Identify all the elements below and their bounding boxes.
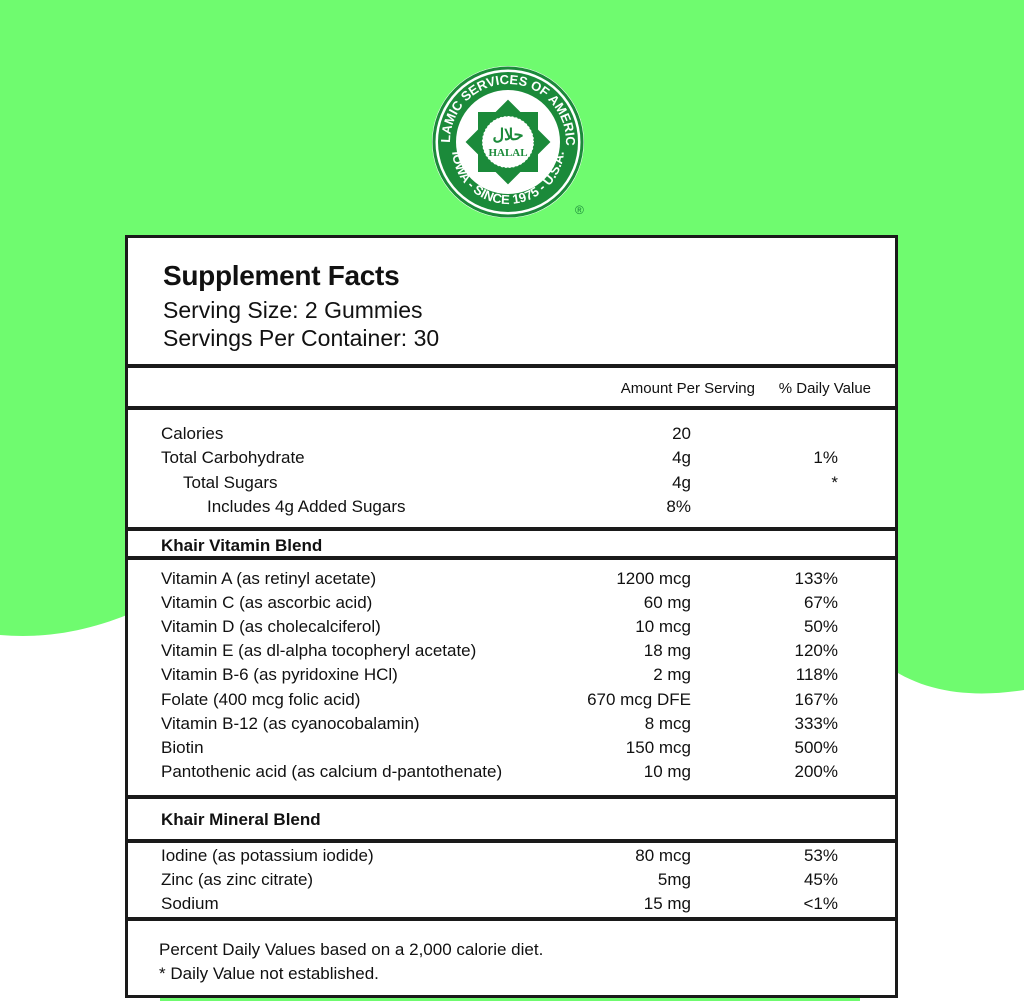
nutrient-dv: 45%: [803, 870, 838, 890]
nutrient-name: Folate (400 mcg folic acid): [161, 689, 361, 709]
nutrient-name: Total Sugars: [183, 472, 278, 492]
nutrient-amount: 10 mg: [643, 761, 691, 781]
halal-certification-logo: ISLAMIC SERVICES OF AMERICA IOWA - SINCE…: [428, 64, 584, 218]
nutrient-dv: 53%: [803, 846, 838, 865]
nutrient-dv: 500%: [794, 737, 838, 757]
supplement-facts-panel: Supplement Facts Serving Size: 2 Gummies…: [125, 235, 898, 998]
nutrient-name: Total Carbohydrate: [161, 448, 305, 468]
footnote-not-established: * Daily Value not established.: [159, 964, 379, 983]
nutrient-dv: 120%: [794, 641, 838, 661]
nutrient-name: Pantothenic acid (as calcium d-pantothen…: [161, 761, 503, 781]
nutrient-amount: 10 mcg: [635, 617, 691, 637]
nutrient-dv: <1%: [803, 894, 839, 914]
vitamin-blend-header: Khair Vitamin Blend: [161, 536, 323, 555]
nutrient-amount: 5mg: [657, 870, 691, 890]
svg-text:HALAL: HALAL: [488, 147, 527, 159]
nutrient-name: Vitamin B-6 (as pyridoxine HCl): [161, 665, 398, 685]
nutrient-name: Includes 4g Added Sugars: [207, 496, 406, 516]
nutrient-amount: 18 mg: [643, 641, 691, 661]
nutrient-name: Vitamin C (as ascorbic acid): [161, 593, 373, 613]
divider: [128, 556, 895, 560]
serving-size: Serving Size: 2 Gummies: [163, 297, 423, 323]
nutrient-name: Zinc (as zinc citrate): [161, 870, 314, 890]
nutrient-amount: 4g: [672, 472, 691, 492]
nutrient-name: Iodine (as potassium iodide): [161, 846, 374, 865]
nutrient-amount: 15 mg: [643, 894, 691, 914]
nutrient-amount: 8%: [666, 496, 691, 516]
nutrient-name: Vitamin E (as dl-alpha tocopheryl acetat…: [161, 641, 477, 661]
amount-column-header: Amount Per Serving: [620, 380, 755, 397]
divider: [128, 917, 895, 921]
nutrient-dv: 50%: [803, 617, 838, 637]
nutrient-amount: 8 mcg: [644, 713, 691, 733]
nutrient-dv: 67%: [803, 593, 838, 613]
nutrient-name: Vitamin B-12 (as cyanocobalamin): [161, 713, 420, 733]
nutrient-amount: 670 mcg DFE: [587, 689, 691, 709]
nutrient-amount: 20: [672, 424, 691, 443]
nutrient-dv: 1%: [813, 448, 838, 468]
nutrient-name: Sodium: [161, 894, 219, 914]
nutrient-amount: 60 mg: [643, 593, 691, 613]
nutrient-name: Vitamin A (as retinyl acetate): [161, 569, 377, 588]
nutrient-amount: 4g: [672, 448, 691, 468]
divider: [128, 839, 895, 843]
divider: [128, 364, 895, 368]
nutrient-name: Calories: [161, 424, 224, 443]
footnote-daily-values: Percent Daily Values based on a 2,000 ca…: [159, 940, 544, 959]
nutrient-dv: 200%: [794, 761, 838, 781]
divider: [128, 527, 895, 531]
nutrient-name: Vitamin D (as cholecalciferol): [161, 617, 381, 637]
nutrient-dv: 118%: [795, 665, 838, 685]
svg-text:®: ®: [575, 203, 584, 217]
panel-title: Supplement Facts: [163, 260, 400, 291]
svg-text:حلال: حلال: [492, 127, 523, 144]
dv-column-header: % Daily Value: [778, 380, 871, 397]
nutrient-amount: 1200 mcg: [616, 569, 691, 588]
divider: [128, 406, 895, 410]
servings-per-container: Servings Per Container: 30: [163, 325, 440, 351]
divider: [128, 795, 895, 799]
nutrient-name: Biotin: [161, 737, 204, 757]
nutrient-dv: 333%: [794, 713, 838, 733]
nutrient-amount: 150 mcg: [625, 737, 691, 757]
mineral-blend-header: Khair Mineral Blend: [161, 810, 321, 829]
nutrient-amount: 80 mcg: [635, 846, 691, 865]
nutrient-dv: 167%: [794, 689, 838, 709]
nutrient-dv: *: [831, 472, 838, 492]
nutrient-dv: 133%: [794, 569, 838, 588]
nutrient-amount: 2 mg: [653, 665, 691, 685]
